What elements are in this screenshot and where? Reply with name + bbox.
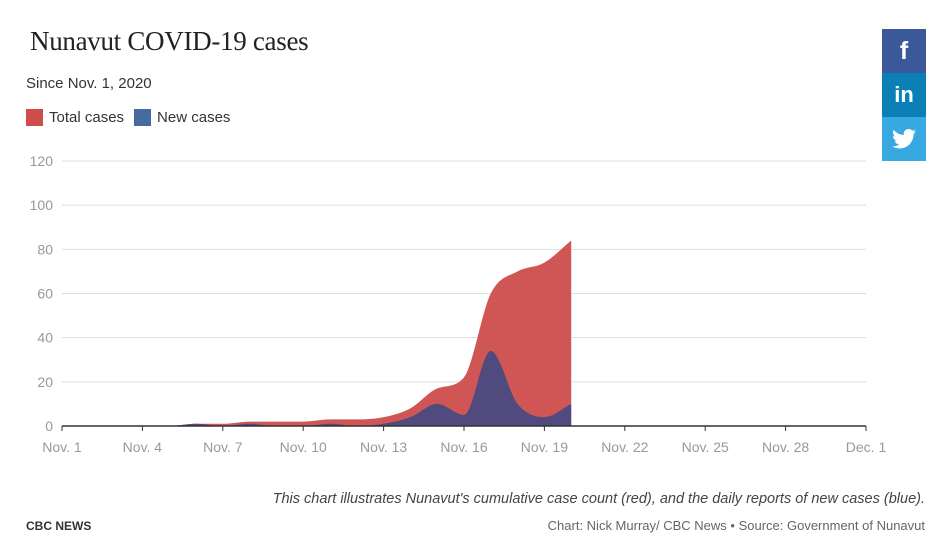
chart-subtitle: Since Nov. 1, 2020 (26, 75, 152, 92)
brand-logo: CBC NEWS (26, 519, 92, 533)
linkedin-share-button[interactable]: in (882, 73, 926, 117)
x-tick-label: Nov. 4 (123, 439, 163, 455)
legend-item-total[interactable]: Total cases (26, 109, 124, 126)
x-tick-label: Nov. 28 (762, 439, 809, 455)
x-tick-label: Nov. 25 (682, 439, 729, 455)
share-bar: f in (882, 29, 926, 161)
x-tick-label: Nov. 19 (521, 439, 568, 455)
chart-grid (62, 160, 866, 383)
x-tick-label: Nov. 13 (360, 439, 407, 455)
legend-label-total: Total cases (49, 109, 125, 126)
chart-credit: Chart: Nick Murray/ CBC News • Source: G… (547, 518, 925, 533)
y-tick-label: 100 (30, 197, 54, 213)
twitter-share-button[interactable] (882, 117, 926, 161)
x-tick-label: Dec. 1 (846, 439, 887, 455)
legend-label-new: New cases (157, 109, 231, 126)
x-tick-label: Nov. 1 (42, 439, 82, 455)
chart-areas (62, 240, 572, 426)
y-tick-label: 60 (37, 286, 53, 302)
x-tick-label: Nov. 16 (440, 439, 487, 455)
facebook-share-button[interactable]: f (882, 29, 926, 73)
x-tick-label: Nov. 7 (203, 439, 243, 455)
y-tick-label: 0 (45, 418, 53, 434)
linkedin-icon: in (894, 82, 914, 107)
x-tick-label: Nov. 10 (280, 439, 327, 455)
legend-swatch-new (134, 109, 152, 126)
legend-swatch-total (26, 109, 43, 126)
legend-item-new[interactable]: New cases (134, 109, 230, 126)
area-new-cases (62, 350, 572, 426)
y-axis-ticks: 0 20 40 60 80 100 120 (30, 153, 54, 434)
chart-legend: Total cases New cases (26, 109, 230, 126)
y-tick-label: 40 (37, 330, 53, 346)
y-tick-label: 20 (37, 374, 53, 390)
chart-caption: This chart illustrates Nunavut's cumulat… (272, 491, 925, 507)
x-axis: Nov. 1 Nov. 4 Nov. 7 Nov. 10 Nov. 13 Nov. 16 N… (42, 425, 887, 455)
y-tick-label: 120 (30, 153, 54, 169)
x-tick-label: Nov. 22 (601, 439, 648, 455)
y-tick-label: 80 (37, 241, 53, 257)
facebook-icon: f (899, 36, 909, 65)
chart-title: Nunavut COVID-19 cases (30, 26, 309, 56)
twitter-icon (892, 129, 916, 149)
